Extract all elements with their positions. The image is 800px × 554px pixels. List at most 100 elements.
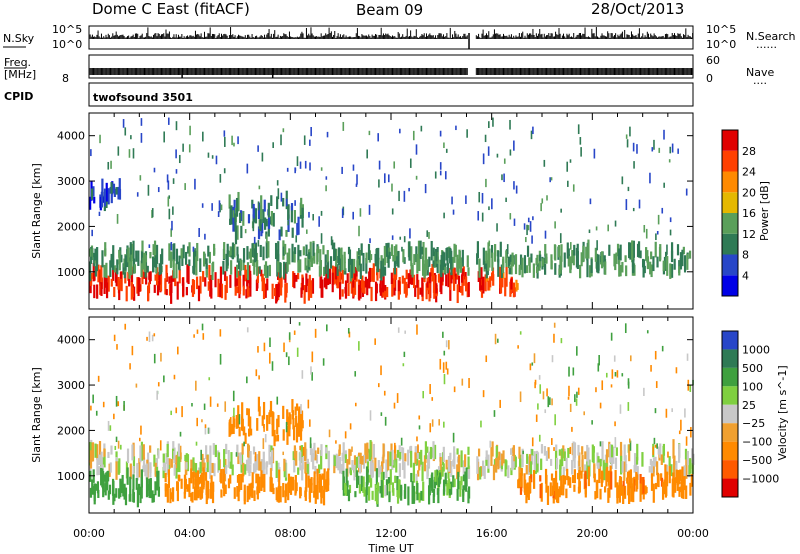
heatmap-cell	[272, 487, 275, 495]
heatmap-cell	[518, 267, 521, 276]
sparse-echo	[294, 167, 296, 174]
heatmap-cell	[105, 182, 108, 202]
sparse-echo	[597, 363, 600, 372]
colorbar-block	[722, 367, 738, 387]
sparse-echo	[153, 333, 156, 337]
sparse-echo	[201, 203, 204, 208]
colorbar-tick-label: −500	[742, 454, 772, 467]
heatmap-cell	[93, 284, 96, 299]
heatmap-cell	[234, 226, 238, 245]
heatmap-cell	[660, 454, 663, 465]
heatmap-cell	[263, 264, 267, 276]
heatmap-cell	[125, 285, 128, 302]
heatmap-cell	[533, 451, 536, 471]
sparse-echo	[163, 131, 165, 143]
heatmap-cell	[571, 474, 575, 484]
sparse-echo	[175, 407, 178, 414]
heatmap-cell	[610, 471, 613, 490]
sparse-echo	[428, 231, 430, 239]
heatmap-cell	[168, 276, 171, 284]
heatmap-cell	[540, 482, 543, 502]
heatmap-cell	[190, 492, 193, 502]
heatmap-cell	[562, 484, 565, 496]
heatmap-cell	[628, 444, 631, 462]
heatmap-cell	[284, 483, 288, 497]
heatmap-cell	[232, 415, 235, 434]
heatmap-cell	[450, 460, 453, 477]
heatmap-cell	[145, 463, 148, 480]
heatmap-cell	[427, 485, 431, 505]
heatmap-cell	[260, 195, 263, 213]
sparse-echo	[254, 452, 257, 462]
heatmap-cell	[624, 463, 628, 472]
heatmap-cell	[147, 285, 150, 302]
heatmap-cell	[370, 286, 373, 302]
heatmap-cell	[213, 243, 216, 256]
heatmap-cell	[305, 472, 308, 492]
sparse-echo	[422, 390, 425, 399]
sparse-echo	[596, 240, 598, 251]
sparse-echo	[170, 410, 172, 416]
heatmap-cell	[502, 450, 505, 464]
heatmap-cell	[635, 463, 638, 471]
heatmap-cell	[251, 199, 254, 209]
sparse-echo	[148, 244, 151, 248]
heatmap-cell	[103, 188, 107, 207]
sparse-echo	[220, 204, 223, 211]
heatmap-cell	[459, 262, 463, 273]
heatmap-cell	[491, 441, 494, 457]
sparse-echo	[368, 130, 371, 136]
heatmap-cell	[683, 465, 686, 479]
heatmap-cell	[525, 464, 528, 475]
sparse-echo	[128, 149, 131, 158]
heatmap-cell	[541, 258, 544, 267]
heatmap-cell	[341, 464, 344, 475]
heatmap-cell	[372, 263, 375, 283]
heatmap-cell	[199, 276, 202, 294]
heatmap-cell	[440, 264, 443, 278]
heatmap-cell	[267, 217, 271, 230]
sparse-echo	[553, 322, 556, 328]
heatmap-cell	[342, 452, 345, 473]
heatmap-cell	[119, 278, 122, 291]
heatmap-cell	[192, 472, 195, 489]
heatmap-cell	[403, 257, 406, 264]
y-tick-label: 1000	[57, 266, 85, 279]
heatmap-cell	[324, 254, 327, 275]
heatmap-cell	[155, 466, 159, 474]
heatmap-cell	[440, 254, 443, 268]
heatmap-cell	[459, 482, 462, 490]
heatmap-cell	[394, 475, 397, 484]
heatmap-cell	[629, 469, 633, 486]
heatmap-cell	[118, 283, 121, 301]
heatmap-cell	[301, 277, 304, 291]
sparse-echo	[519, 391, 522, 403]
sparse-echo	[178, 154, 181, 164]
heatmap-cell	[141, 240, 144, 260]
sparse-echo	[217, 211, 220, 217]
heatmap-cell	[505, 250, 508, 264]
heatmap-cell	[118, 262, 121, 271]
heatmap-cell	[143, 252, 147, 273]
heatmap-cell	[248, 428, 251, 437]
heatmap-cell	[573, 469, 576, 484]
sparse-echo	[451, 196, 453, 205]
heatmap-cell	[178, 456, 181, 473]
sparse-echo	[496, 153, 499, 158]
heatmap-cell	[316, 468, 319, 484]
heatmap-cell	[176, 482, 179, 502]
heatmap-cell	[140, 441, 144, 461]
sparse-echo	[404, 330, 406, 334]
heatmap-cell	[397, 280, 400, 292]
sparse-echo	[544, 230, 547, 239]
heatmap-cell	[115, 451, 118, 463]
beam-label: Beam 09	[356, 1, 423, 19]
heatmap-cell	[166, 443, 169, 458]
sparse-echo	[368, 204, 371, 215]
sparse-echo	[322, 358, 325, 366]
heatmap-cell	[399, 451, 402, 460]
sparse-echo	[204, 233, 206, 240]
heatmap-cell	[487, 253, 490, 271]
sparse-echo	[493, 410, 496, 417]
heatmap-cell	[135, 250, 138, 262]
